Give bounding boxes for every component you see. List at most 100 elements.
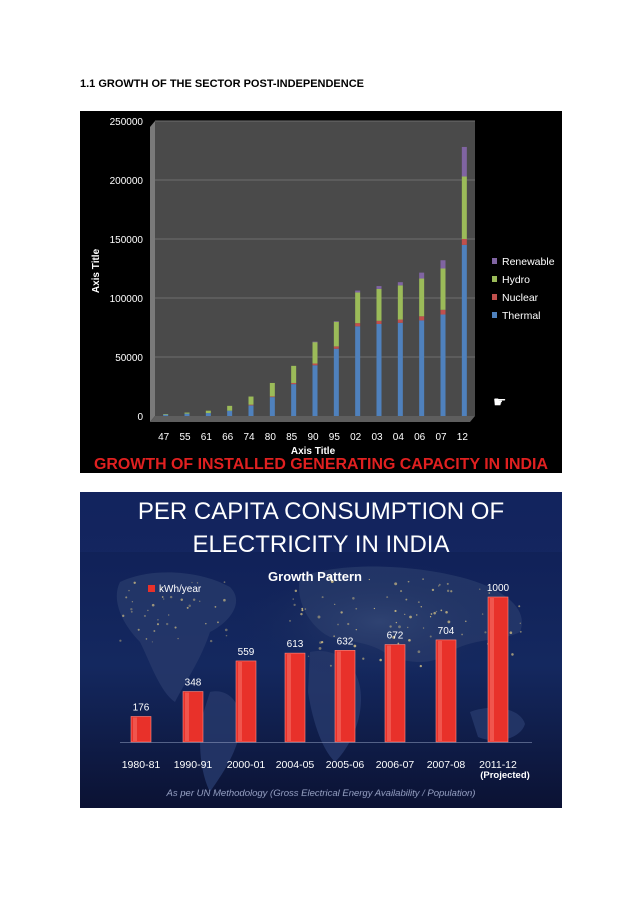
city-light [389, 625, 391, 627]
city-light [152, 604, 155, 607]
city-light [295, 590, 297, 592]
bar-hydro [355, 292, 360, 323]
legend-label-thermal: Thermal [502, 310, 541, 322]
x-tick-labels: 47 55 61 66 74 80 85 90 95 02 03 04 06 07 12 [158, 432, 468, 443]
legend-swatch-hydro [492, 276, 497, 282]
city-light [374, 608, 375, 609]
x-tick-label: 06 [414, 432, 426, 443]
city-light [379, 659, 382, 662]
city-light [224, 581, 226, 583]
city-light [418, 650, 421, 653]
city-light [134, 582, 136, 584]
bar-nuclear [377, 321, 382, 324]
city-light [421, 606, 422, 607]
city-light [330, 665, 332, 667]
bar-thermal [291, 384, 296, 416]
city-light [450, 590, 452, 592]
city-light [146, 638, 148, 640]
city-light [223, 599, 226, 602]
city-light [215, 606, 217, 608]
bar-highlight [438, 641, 442, 741]
bar-thermal [419, 320, 424, 416]
city-light [405, 599, 407, 601]
bar-thermal [334, 349, 339, 416]
bar-thermal [206, 413, 211, 416]
chart-title-banner: GROWTH OF INSTALLED GENERATING CAPACITY … [94, 456, 548, 473]
city-light [447, 583, 449, 585]
legend-swatch-kwh [148, 585, 155, 592]
city-light [520, 623, 521, 624]
x-tick-label: 90 [307, 432, 319, 443]
data-label: 613 [287, 639, 304, 650]
city-light [293, 598, 294, 599]
x-tick-label: 04 [393, 432, 405, 443]
bar-hydro [185, 413, 190, 414]
city-light [352, 597, 355, 600]
city-light [447, 590, 449, 592]
city-light [301, 608, 303, 610]
city-light [128, 590, 129, 591]
bar-hydro [419, 279, 424, 317]
city-light [308, 656, 309, 657]
pointer-hand-icon: ☛ [493, 394, 506, 411]
city-light [400, 590, 402, 592]
data-label: 348 [185, 678, 202, 689]
city-light [356, 629, 357, 630]
city-light [157, 623, 159, 625]
bar-thermal [441, 315, 446, 416]
city-light [431, 613, 433, 615]
bar-nuclear [398, 320, 403, 323]
city-light [447, 620, 450, 623]
bar-thermal [270, 397, 275, 416]
bar-renewable [377, 286, 382, 289]
x-tick-label: 1990-91 [174, 759, 213, 771]
city-light [321, 641, 323, 643]
bar-hydro [377, 289, 382, 321]
city-light [386, 596, 388, 598]
city-light [396, 622, 397, 623]
x-tick-label: 74 [243, 432, 255, 443]
city-light [187, 607, 189, 609]
city-light [144, 615, 146, 617]
y-tick-label: 50000 [115, 353, 143, 364]
methodology-footnote: As per UN Methodology (Gross Electrical … [166, 788, 476, 799]
data-label: 704 [438, 626, 455, 637]
city-light [177, 638, 178, 639]
city-light [188, 605, 191, 608]
bar-nuclear [249, 405, 254, 406]
bar-nuclear [419, 316, 424, 320]
chart-title-line-1: PER CAPITA CONSUMPTION OF [138, 498, 504, 525]
city-light [347, 623, 349, 625]
y-tick-label: 200000 [110, 176, 144, 187]
x-tick-label: 2005-06 [326, 759, 365, 771]
city-light [438, 585, 439, 586]
bar-renewable [398, 282, 403, 285]
city-light [166, 623, 168, 625]
city-light [131, 611, 133, 613]
city-light [445, 611, 448, 614]
city-light [407, 627, 408, 628]
bar-highlight [287, 654, 291, 741]
x-tick-label: 02 [350, 432, 362, 443]
legend-swatch-renewable [492, 258, 497, 264]
y-tick-labels: 0 50000 100000 150000 200000 250000 [110, 117, 144, 423]
bar-highlight [238, 662, 242, 741]
city-light [337, 624, 339, 626]
bar-hydro [313, 342, 318, 364]
bar-hydro [206, 411, 211, 413]
section-heading: 1.1 GROWTH OF THE SECTOR POST-INDEPENDEN… [80, 78, 364, 90]
bar-thermal [163, 415, 168, 416]
city-light [193, 599, 195, 601]
city-light [132, 601, 133, 602]
city-light [482, 613, 483, 614]
data-label: 632 [337, 636, 354, 647]
bar-highlight [490, 598, 494, 741]
bar-nuclear [462, 239, 467, 245]
city-light [436, 611, 437, 612]
y-tick-label: 250000 [110, 117, 144, 128]
x-tick-label: 80 [265, 432, 277, 443]
city-light [397, 643, 399, 645]
x-tick-label: 55 [179, 432, 191, 443]
bar-hydro [398, 285, 403, 319]
data-label: 1000 [487, 583, 510, 594]
